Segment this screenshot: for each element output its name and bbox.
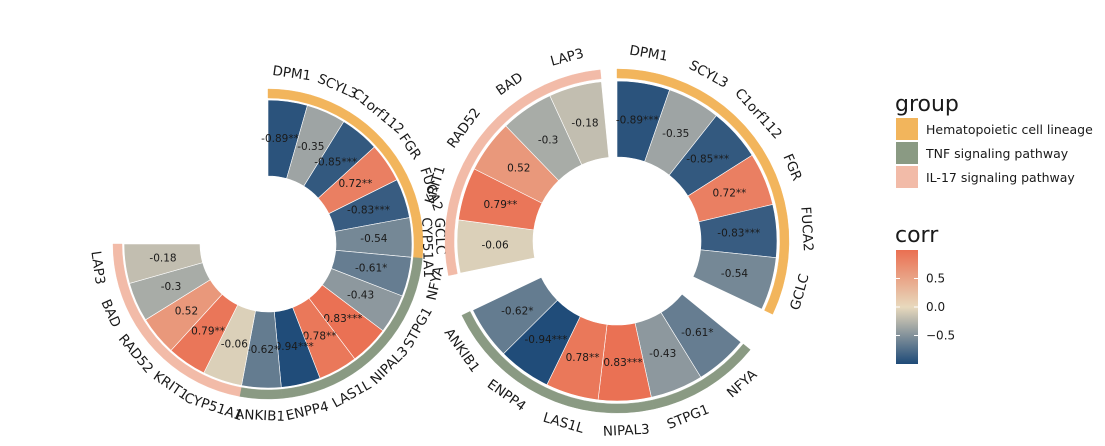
value-label-stpg1: -0.43 — [347, 290, 374, 302]
corr-tick-label-0: 0.5 — [926, 272, 945, 286]
value-label-c1orf112: -0.85*** — [686, 153, 729, 165]
value-label-cyp51a1: -0.06 — [481, 239, 508, 251]
value-label-enpp4: -0.94*** — [525, 334, 568, 346]
value-label-rad52: 0.52 — [507, 163, 530, 175]
value-label-las1l: 0.78** — [303, 331, 337, 343]
gene-label-ankib1: ANKIB1 — [235, 407, 286, 425]
gene-label-nfya: NFYA — [424, 264, 448, 302]
heat-cell-lap3 — [549, 81, 610, 166]
gene-label-gclc: GCLC — [787, 272, 812, 312]
value-label-enpp4: -0.94*** — [271, 341, 314, 353]
group-swatch-hematopoietic — [896, 118, 918, 140]
corr-tick-label-2: −0.5 — [926, 329, 955, 343]
gene-label-c1orf112: C1orf112 — [349, 86, 407, 138]
group-legend-item-tnf: TNF signaling pathway — [896, 142, 1069, 164]
gene-label-lap3: LAP3 — [549, 45, 586, 69]
gene-label-las1l: LAS1L — [541, 410, 586, 437]
group-band-ankib1 — [239, 387, 283, 400]
group-band-ankib1 — [461, 311, 502, 363]
group-band-gclc — [764, 257, 789, 315]
value-label-bad: -0.3 — [161, 281, 182, 293]
value-label-cyp51a1: -0.06 — [221, 339, 248, 351]
corr-legend-title: corr — [895, 223, 939, 248]
group-label-tnf: TNF signaling pathway — [925, 146, 1069, 161]
group-legend-title: group — [895, 92, 959, 117]
value-label-dpm1: -0.89*** — [261, 133, 304, 145]
heat-cell-lap3 — [123, 243, 203, 284]
gene-label-bad: BAD — [493, 69, 526, 99]
heat-cell-gclc — [692, 249, 777, 310]
value-label-las1l: 0.78** — [566, 352, 600, 364]
gene-label-enpp4: ENPP4 — [284, 399, 330, 425]
value-label-nfya: -0.61* — [681, 327, 713, 339]
value-label-nipal3: 0.83*** — [603, 357, 642, 369]
value-label-bad: -0.3 — [538, 134, 559, 146]
value-label-fgr: 0.72** — [339, 178, 373, 190]
corr-colorbar-ticks: 0.5 0.0 −0.5 — [896, 272, 955, 343]
left-circular-heatmap: -0.89***DPM1-0.35SCYL3-0.85***C1orf1120.… — [87, 63, 448, 425]
value-label-nfya: -0.61* — [355, 262, 387, 274]
value-label-ankib1: -0.62* — [501, 305, 533, 317]
value-label-gclc: -0.54 — [360, 233, 387, 245]
group-band-lap3 — [544, 69, 602, 94]
value-label-scyl3: -0.35 — [297, 141, 324, 153]
group-label-il17: IL-17 signaling pathway — [926, 170, 1075, 185]
gene-label-fuca2: FUCA2 — [797, 206, 816, 252]
right-circular-heatmap: -0.89***DPM1-0.35SCYL3-0.85***C1orf1120.… — [418, 43, 816, 440]
group-band-fuca2 — [775, 201, 790, 260]
value-label-ankib1: -0.62* — [247, 344, 279, 356]
gene-label-nipal3: NIPAL3 — [603, 422, 650, 440]
group-legend-item-il17: IL-17 signaling pathway — [896, 166, 1075, 188]
gene-label-c1orf112: C1orf112 — [731, 85, 785, 142]
gene-label-dpm1: DPM1 — [628, 43, 669, 65]
value-label-c1orf112: -0.85*** — [314, 156, 357, 168]
value-label-lap3: -0.18 — [149, 253, 176, 265]
gene-label-bad: BAD — [98, 297, 124, 330]
heat-cell-ankib1 — [472, 276, 558, 355]
gene-label-fgr: FGR — [779, 152, 804, 184]
value-label-lap3: -0.18 — [571, 117, 598, 129]
legend: group Hematopoietic cell lineage TNF sig… — [895, 92, 1093, 364]
group-legend-item-hematopoietic: Hematopoietic cell lineage — [896, 118, 1093, 140]
corr-tick-label-1: 0.0 — [926, 300, 945, 314]
value-label-fuca2: -0.83*** — [717, 227, 760, 239]
value-label-nipal3: 0.83*** — [323, 313, 362, 325]
gene-label-nfya: NFYA — [724, 366, 761, 401]
value-label-stpg1: -0.43 — [649, 348, 676, 360]
group-band-cyp51a1 — [444, 218, 458, 276]
gene-label-fgr: FGR — [395, 131, 424, 163]
gene-label-gclc: GCLC — [431, 217, 449, 255]
value-label-gclc: -0.54 — [721, 268, 748, 280]
gene-label-lap3: LAP3 — [87, 250, 107, 286]
gene-label-dpm1: DPM1 — [271, 63, 312, 84]
corr-colorbar — [896, 250, 918, 364]
group-swatch-il17 — [896, 166, 918, 188]
value-label-scyl3: -0.35 — [662, 128, 689, 140]
group-band-nipal3 — [596, 399, 655, 414]
value-label-krit1: 0.79** — [484, 199, 518, 211]
gene-label-cyp51a1: CYP51A1 — [418, 217, 436, 278]
value-label-fgr: 0.72** — [713, 188, 747, 200]
group-swatch-tnf — [896, 142, 918, 164]
value-label-dpm1: -0.89*** — [616, 115, 659, 127]
value-label-rad52: 0.52 — [175, 306, 198, 318]
group-label-hematopoietic: Hematopoietic cell lineage — [926, 122, 1093, 137]
value-label-fuca2: -0.83*** — [347, 204, 390, 216]
gene-label-stpg1: STPG1 — [665, 401, 712, 432]
value-label-krit1: 0.79** — [191, 325, 225, 337]
group-band-lap3 — [112, 243, 128, 287]
